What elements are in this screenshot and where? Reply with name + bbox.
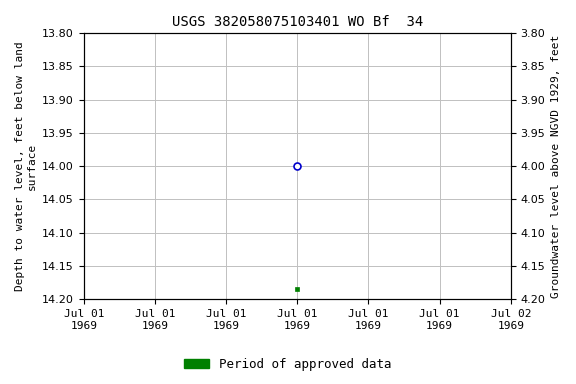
Y-axis label: Depth to water level, feet below land
surface: Depth to water level, feet below land su… <box>15 41 37 291</box>
Legend: Period of approved data: Period of approved data <box>179 353 397 376</box>
Title: USGS 382058075103401 WO Bf  34: USGS 382058075103401 WO Bf 34 <box>172 15 423 29</box>
Y-axis label: Groundwater level above NGVD 1929, feet: Groundwater level above NGVD 1929, feet <box>551 35 561 298</box>
